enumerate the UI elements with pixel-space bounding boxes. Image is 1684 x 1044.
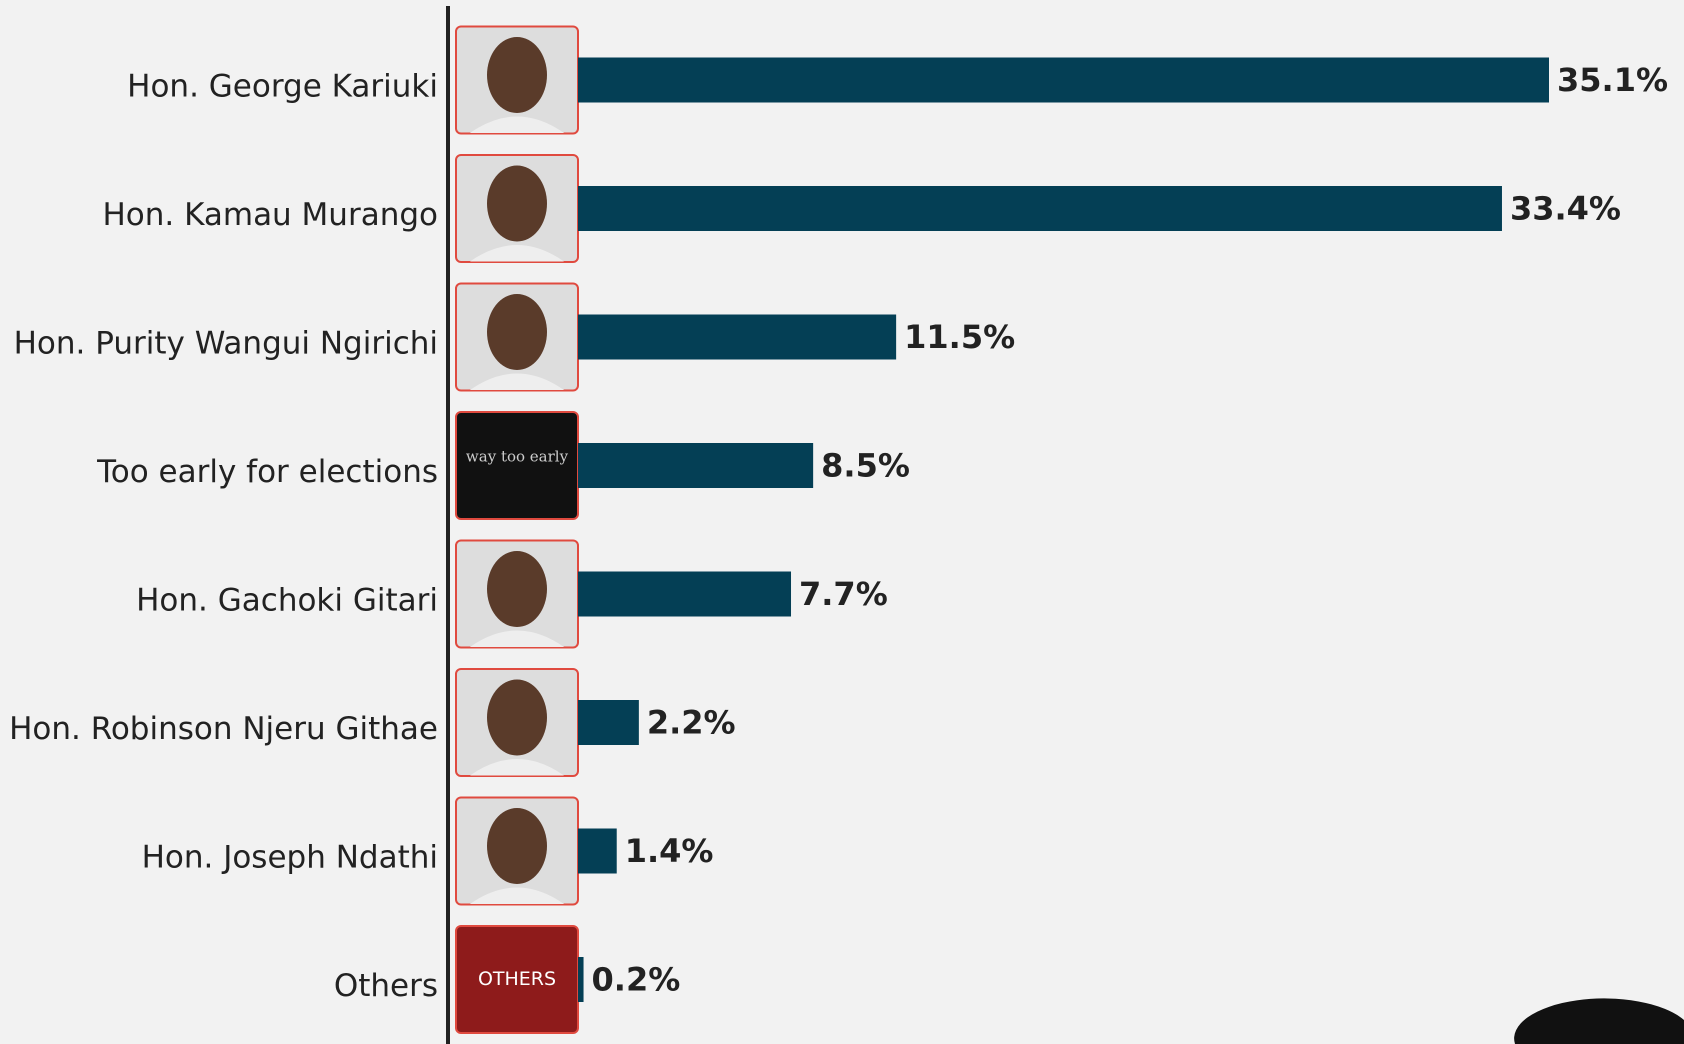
category-label: Hon. Joseph Ndathi	[142, 840, 438, 876]
value-label: 1.4%	[625, 832, 714, 870]
chart: Hon. George Kariuki 35.1% Hon. Kamau Muran…	[0, 0, 1684, 1044]
bar	[578, 58, 1549, 103]
value-label: 8.5%	[821, 447, 910, 485]
background	[0, 0, 1684, 1044]
value-label: 7.7%	[799, 575, 888, 613]
bar	[578, 572, 791, 617]
value-label: 2.2%	[647, 704, 736, 742]
bar	[578, 829, 617, 874]
value-label: 11.5%	[904, 318, 1015, 356]
category-label: Hon. Gachoki Gitari	[136, 583, 438, 619]
thumbnail-face	[487, 680, 547, 756]
thumbnail-face	[487, 37, 547, 113]
category-label: Too early for elections	[96, 454, 438, 490]
category-label: Hon. Purity Wangui Ngirichi	[14, 326, 438, 362]
thumbnail-text: way too early	[466, 448, 569, 466]
value-label: 35.1%	[1557, 61, 1668, 99]
value-label: 33.4%	[1510, 190, 1621, 228]
thumbnail-face	[487, 551, 547, 627]
category-label: Hon. Robinson Njeru Githae	[9, 711, 438, 747]
bar	[578, 443, 813, 488]
thumbnail	[456, 412, 578, 519]
category-label: Hon. Kamau Murango	[102, 197, 438, 233]
category-label: Others	[334, 968, 438, 1004]
bar	[578, 186, 1502, 231]
bar	[578, 315, 896, 360]
bar	[578, 700, 639, 745]
thumbnail-text: OTHERS	[478, 968, 556, 990]
thumbnail-face	[487, 166, 547, 242]
value-label: 0.2%	[592, 961, 681, 999]
thumbnail-face	[487, 294, 547, 370]
category-label: Hon. George Kariuki	[127, 69, 438, 105]
thumbnail-face	[487, 808, 547, 884]
bar	[578, 957, 584, 1002]
